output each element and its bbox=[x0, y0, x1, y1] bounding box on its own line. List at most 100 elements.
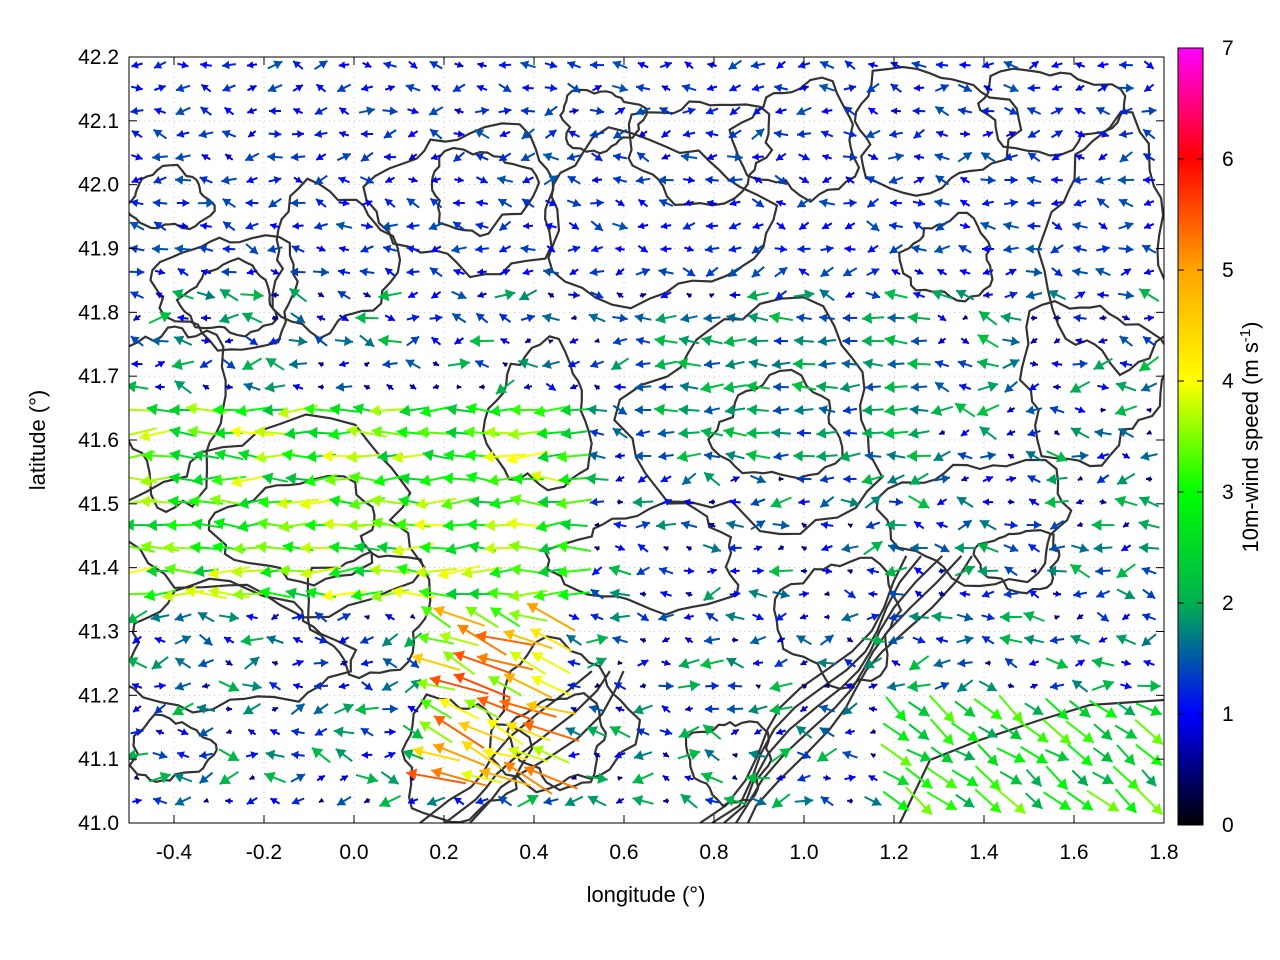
wind-vector-head bbox=[977, 334, 990, 346]
wind-vector-head bbox=[1033, 267, 1043, 277]
wind-vector-head bbox=[535, 520, 547, 533]
wind-vector-head bbox=[824, 635, 834, 644]
wind-vector-head bbox=[365, 199, 373, 207]
wind-vector-head bbox=[937, 269, 945, 276]
wind-vector-head bbox=[416, 678, 428, 691]
wind-vector-head bbox=[592, 176, 599, 184]
wind-vector-head bbox=[169, 404, 180, 416]
wind-vector-head bbox=[498, 199, 508, 207]
wind-vector-head bbox=[272, 268, 280, 275]
wind-vector-head bbox=[412, 745, 424, 758]
wind-vector-head bbox=[295, 85, 303, 92]
wind-vector-head bbox=[773, 129, 782, 139]
wind-vector-head bbox=[1124, 589, 1135, 600]
wind-vector-head bbox=[177, 751, 185, 759]
wind-vector-head bbox=[353, 565, 364, 578]
wind-vector-head bbox=[1100, 498, 1107, 505]
wind-vector-head bbox=[963, 565, 975, 576]
wind-vector-head bbox=[842, 313, 851, 323]
wind-vector-head bbox=[663, 798, 669, 804]
wind-vector-head bbox=[778, 544, 784, 550]
wind-vector-head bbox=[565, 727, 576, 737]
wind-vector-head bbox=[1115, 404, 1127, 417]
wind-vector-head bbox=[685, 705, 691, 712]
wind-vector-head bbox=[864, 451, 874, 461]
wind-vector-head bbox=[267, 83, 277, 93]
wind-vector-head bbox=[728, 130, 738, 138]
wind-vector-head bbox=[249, 657, 260, 667]
wind-vector-head bbox=[868, 590, 875, 598]
wind-vector-head bbox=[319, 636, 328, 644]
wind-vector-head bbox=[609, 726, 622, 737]
wind-vector-head bbox=[916, 176, 925, 184]
wind-vector-head bbox=[884, 381, 895, 393]
y-tick-label: 41.0 bbox=[78, 812, 119, 835]
wind-vector-head bbox=[489, 404, 501, 417]
wind-vector-head bbox=[659, 198, 668, 208]
wind-vector-head bbox=[1009, 728, 1022, 740]
wind-vector-head bbox=[151, 659, 163, 670]
contour-line bbox=[129, 713, 218, 784]
wind-vector-head bbox=[316, 315, 324, 322]
wind-vector-head bbox=[934, 244, 944, 254]
wind-vector-head bbox=[1123, 452, 1130, 459]
wind-vector-head bbox=[774, 659, 784, 667]
wind-vector-head bbox=[521, 153, 530, 162]
wind-vector-head bbox=[314, 129, 323, 138]
wind-vector-head bbox=[820, 268, 830, 277]
wind-vector-head bbox=[297, 130, 304, 138]
wind-vector-head bbox=[982, 61, 990, 69]
colorbar-tick-label: 2 bbox=[1222, 592, 1234, 615]
wind-vector-head bbox=[1057, 750, 1069, 762]
wind-vector-head bbox=[510, 563, 521, 576]
wind-vector-head bbox=[617, 775, 623, 781]
wind-vector-head bbox=[537, 496, 548, 508]
wind-vector-head bbox=[129, 380, 137, 393]
wind-vector-head bbox=[1009, 543, 1019, 553]
wind-vector-head bbox=[383, 244, 392, 254]
wind-vector-head bbox=[158, 682, 166, 690]
wind-vector-head bbox=[664, 498, 672, 506]
wind-vector-head bbox=[617, 107, 625, 115]
wind-vector-head bbox=[595, 657, 607, 668]
wind-vector-head bbox=[640, 613, 649, 621]
wind-vector-head bbox=[200, 222, 208, 230]
wind-vector-head bbox=[483, 450, 494, 463]
wind-vector-head bbox=[678, 658, 690, 669]
wind-vector-head bbox=[917, 497, 930, 509]
wind-vector-head bbox=[1004, 566, 1014, 575]
wind-vector-head bbox=[935, 382, 945, 391]
wind-vector-head bbox=[536, 427, 548, 440]
wind-vector-head bbox=[1119, 129, 1127, 139]
wind-vector-head bbox=[543, 267, 552, 277]
wind-vector-head bbox=[1073, 313, 1081, 323]
wind-vector-head bbox=[870, 541, 883, 552]
wind-vector-head bbox=[819, 198, 828, 208]
wind-vector-head bbox=[200, 107, 209, 115]
wind-vector-head bbox=[487, 474, 499, 487]
wind-vector-head bbox=[248, 729, 255, 736]
wind-vector-head bbox=[1077, 774, 1088, 786]
wind-vector-head bbox=[845, 683, 853, 690]
wind-vector-head bbox=[162, 589, 174, 602]
wind-vector-head bbox=[387, 314, 395, 321]
wind-vector-head bbox=[560, 404, 571, 417]
wind-vector-head bbox=[1054, 615, 1060, 621]
wind-vector-head bbox=[726, 704, 735, 714]
wind-vector-head bbox=[342, 199, 350, 207]
wind-vector-head bbox=[1029, 590, 1037, 598]
wind-vector-head bbox=[543, 152, 553, 162]
wind-vector-head bbox=[819, 83, 829, 93]
wind-vector-head bbox=[227, 383, 233, 390]
wind-vector-head bbox=[296, 659, 304, 667]
x-tick-label: 0.0 bbox=[339, 841, 368, 864]
wind-vector-head bbox=[304, 474, 316, 487]
wind-vector-head bbox=[617, 498, 623, 505]
wind-vector-head bbox=[841, 359, 851, 369]
wind-vector-head bbox=[479, 767, 491, 779]
wind-vector-head bbox=[780, 245, 788, 253]
wind-vector-head bbox=[678, 335, 690, 347]
wind-vector-head bbox=[247, 61, 254, 69]
wind-vector-head bbox=[272, 660, 278, 667]
wind-vector-head bbox=[520, 106, 529, 116]
